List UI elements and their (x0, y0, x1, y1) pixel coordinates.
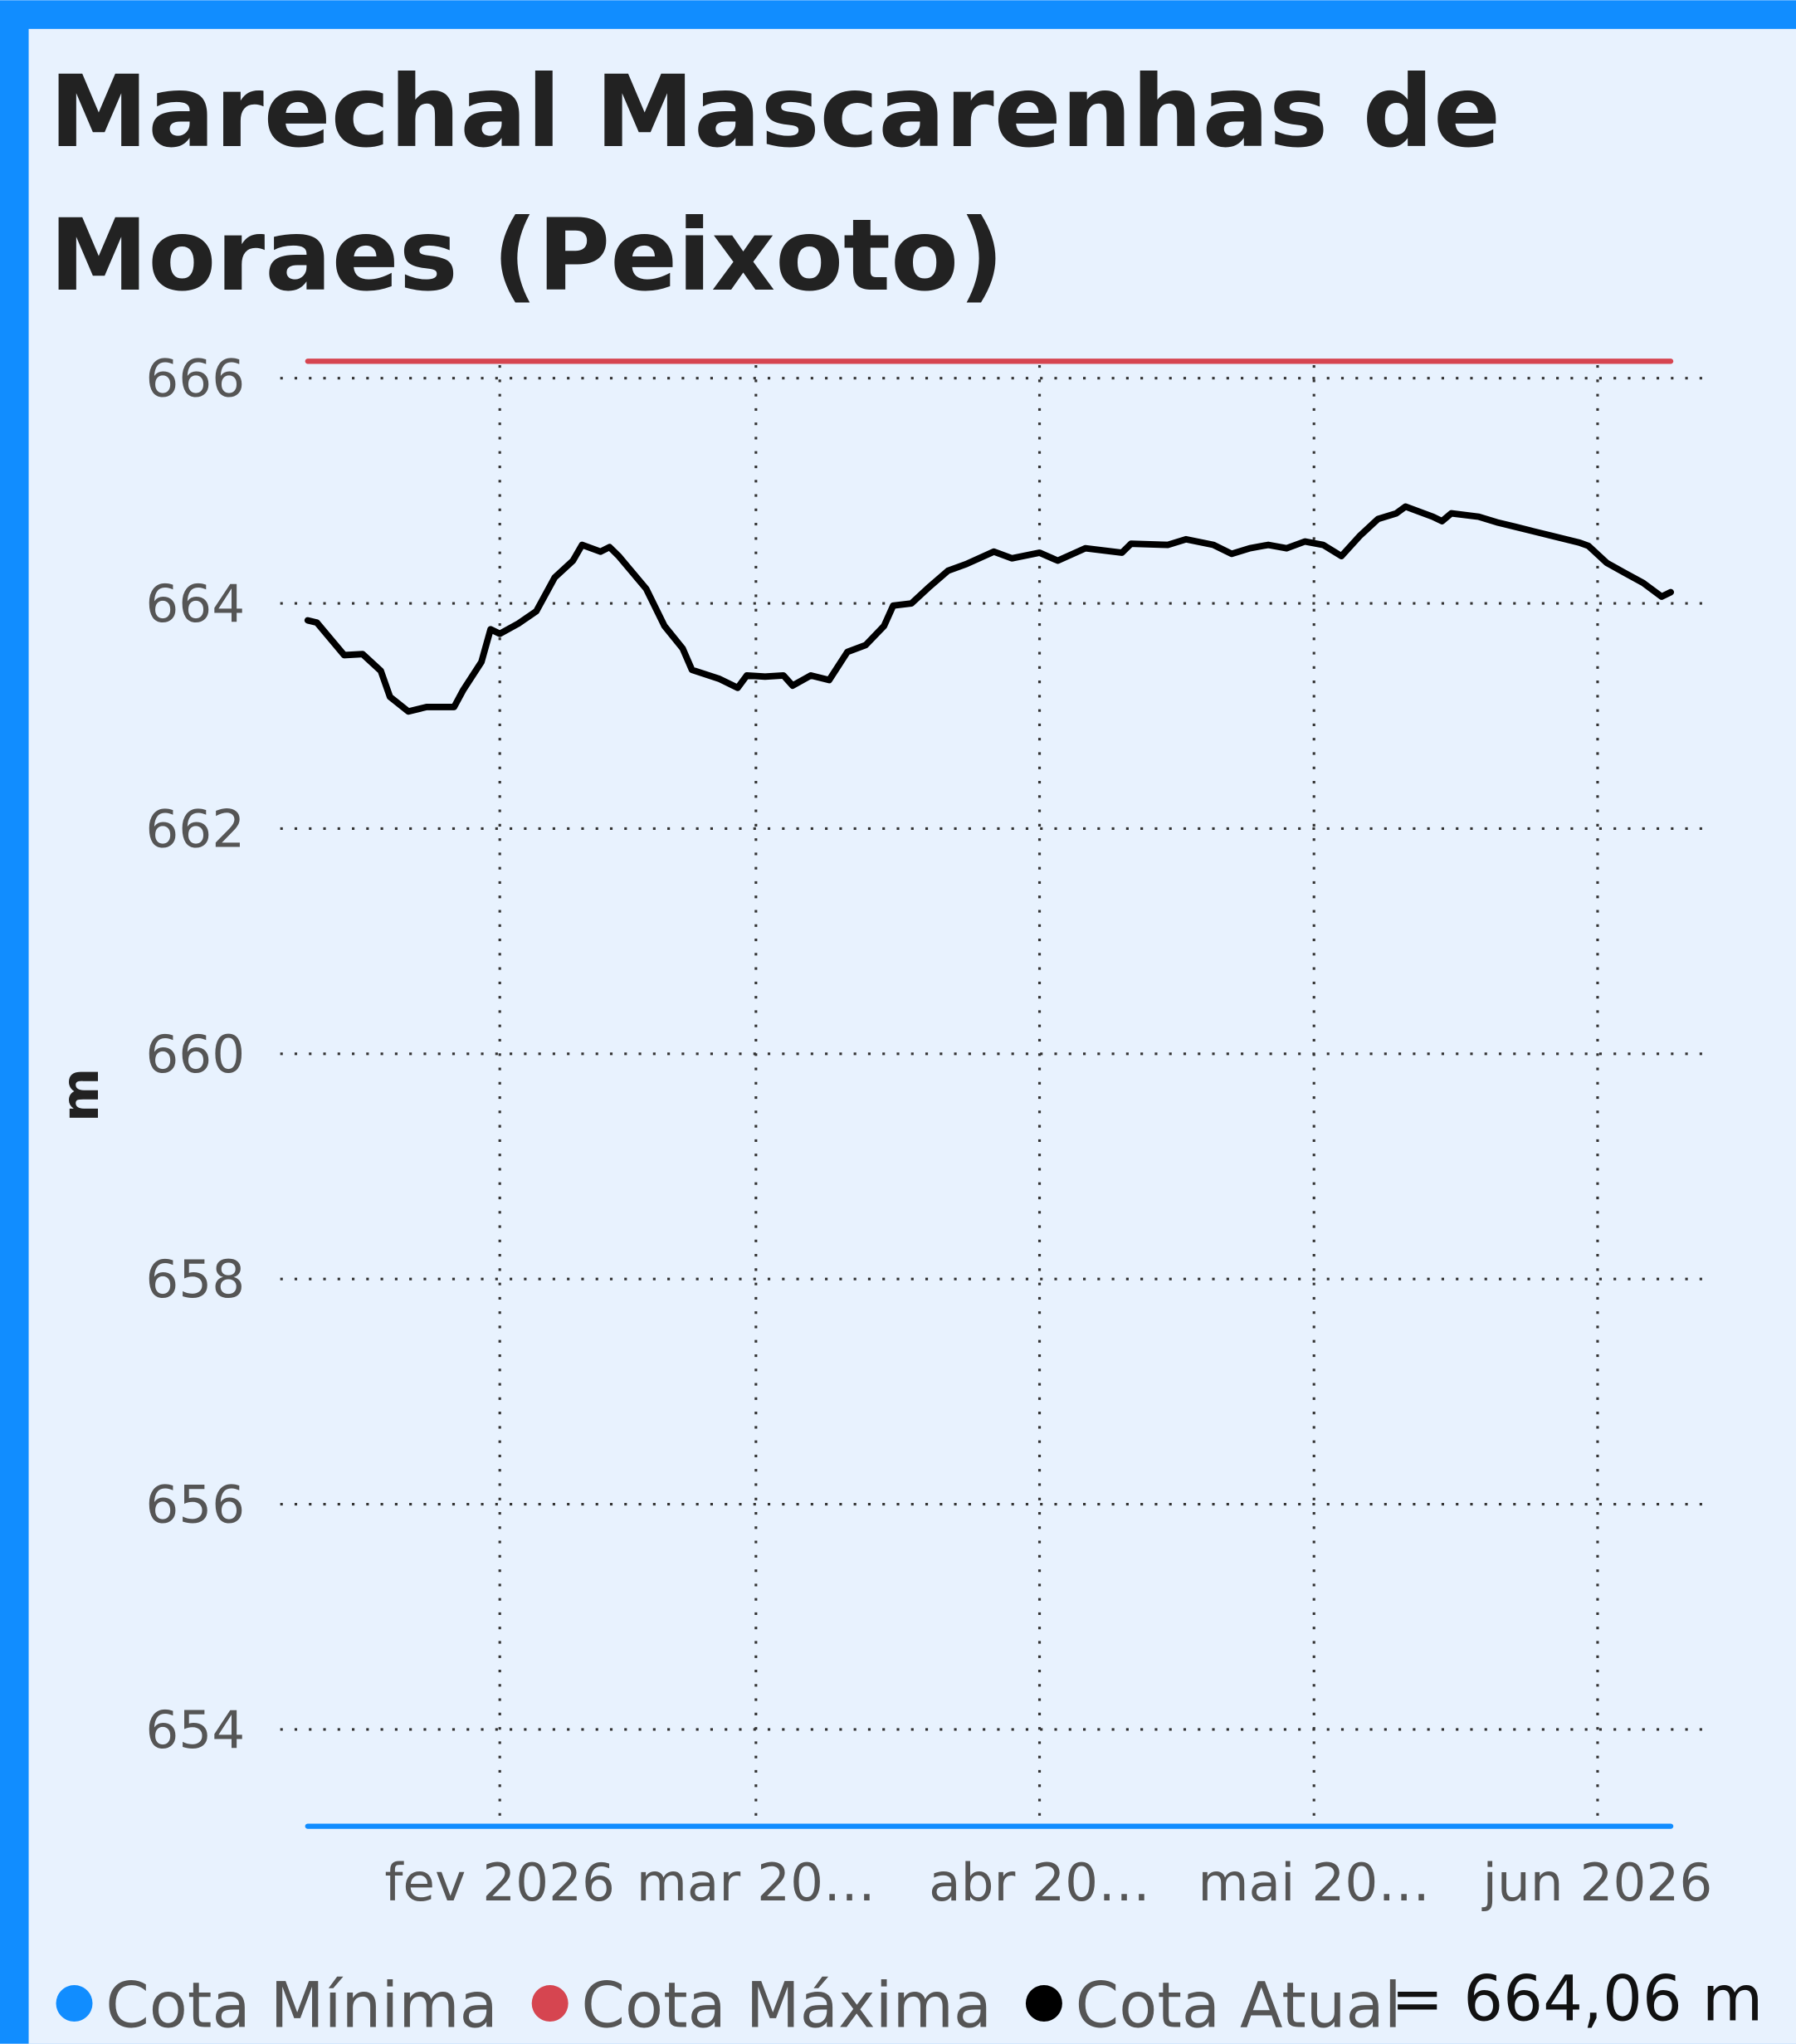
legend-label: Cota Atual (1076, 1968, 1402, 2042)
x-tick-label: mar 20… (637, 1852, 876, 1913)
chart-title: Marechal Mascarenhas de Moraes (Peixoto) (50, 55, 1501, 314)
legend-marker (1025, 1985, 1062, 2022)
y-tick-label: 656 (145, 1475, 245, 1535)
y-tick-label: 660 (145, 1024, 245, 1085)
series-line (304, 503, 1675, 715)
legend-label: Cota Mínima (105, 1968, 498, 2042)
legend-marker (56, 1985, 93, 2022)
annotation: = 664,06 m (1391, 1962, 1763, 2035)
x-tick-label: jun 2026 (1481, 1852, 1713, 1913)
y-tick-label: 666 (145, 349, 245, 409)
x-tick-label: abr 20… (929, 1852, 1150, 1913)
legend-label: Cota Máxima (581, 1968, 992, 2042)
background (28, 28, 1796, 2044)
y-axis-label: m (50, 1068, 110, 1122)
x-tick-label: fev 2026 (384, 1852, 615, 1913)
y-tick-label: 664 (145, 573, 245, 634)
x-tick-label: mai 20… (1198, 1852, 1430, 1913)
legend-marker (531, 1985, 569, 2022)
y-tick-label: 662 (145, 798, 245, 859)
y-tick-label: 658 (145, 1249, 245, 1310)
y-tick-label: 654 (145, 1700, 245, 1760)
